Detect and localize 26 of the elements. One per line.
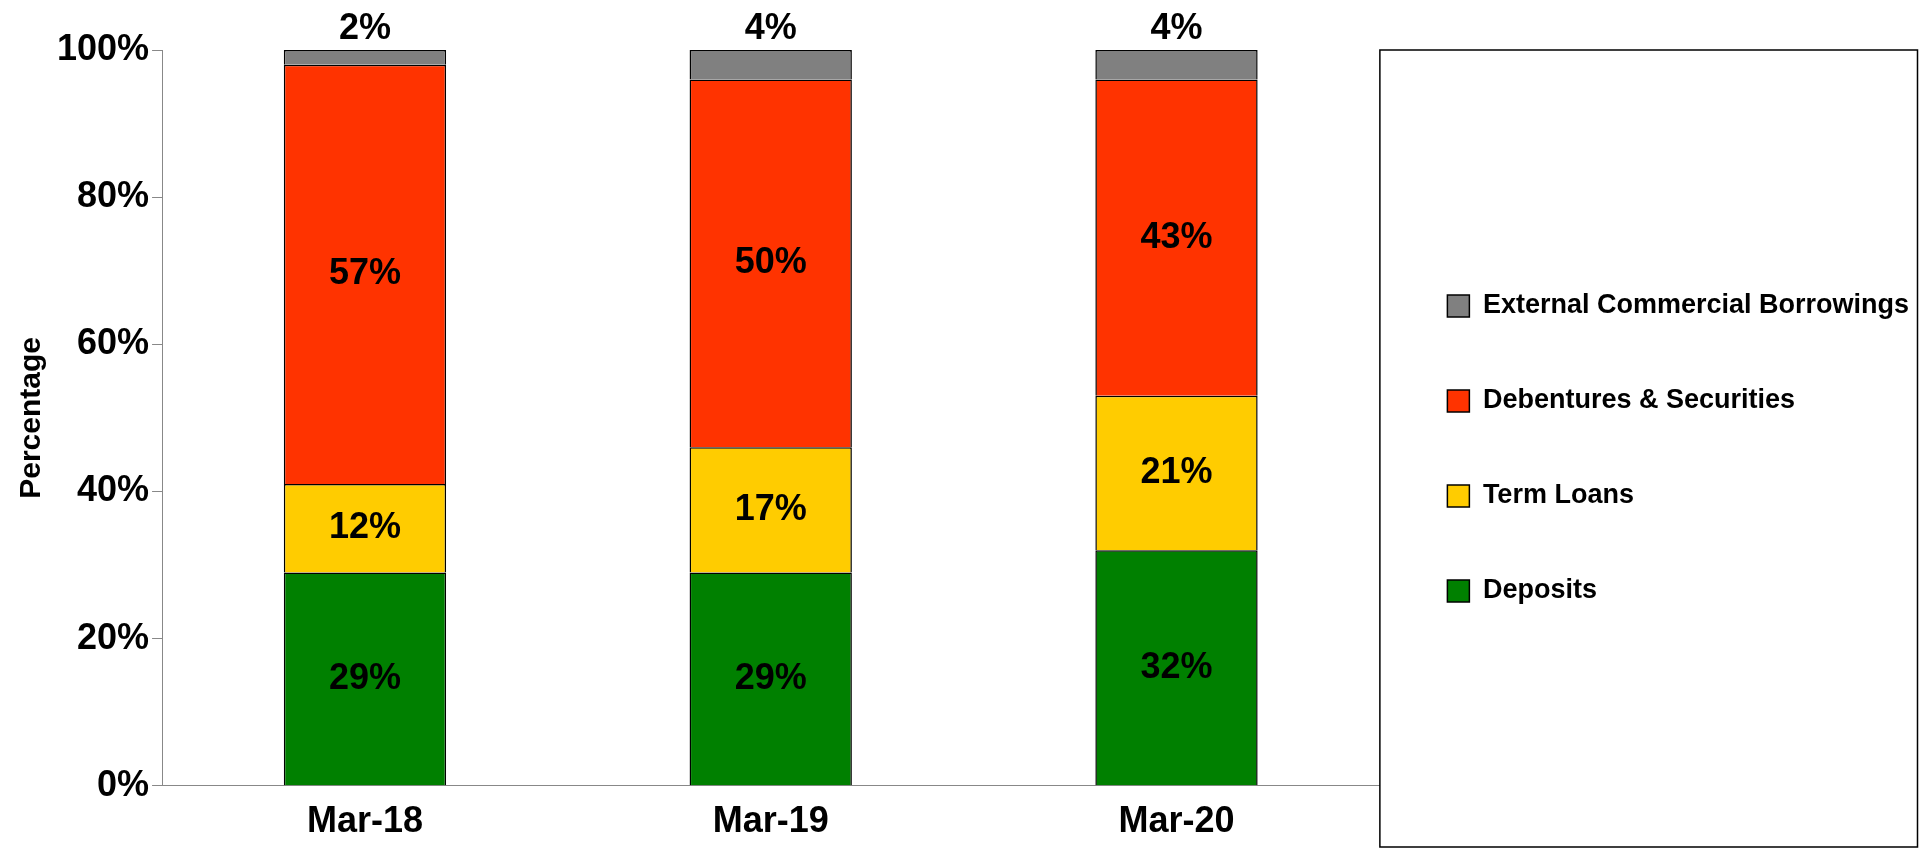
y-tick-label: 60%: [77, 321, 150, 363]
y-tick-label: 40%: [77, 468, 150, 510]
data-label: 21%: [1140, 450, 1213, 492]
y-axis-title: Percentage: [13, 337, 47, 499]
data-label: 32%: [1140, 644, 1213, 686]
data-label: 17%: [734, 486, 807, 528]
data-label: 2%: [338, 5, 391, 47]
legend-label: Debentures & Securities: [1482, 384, 1795, 415]
data-label: 50%: [734, 240, 807, 282]
x-tick-label: Mar-19: [712, 799, 829, 841]
data-label: 4%: [1150, 5, 1203, 47]
legend-label: Deposits: [1482, 574, 1597, 605]
data-label: 43%: [1140, 214, 1213, 256]
x-tick-label: Mar-18: [306, 799, 423, 841]
data-label: 57%: [328, 251, 401, 293]
data-label: 12%: [328, 505, 401, 547]
y-tick-label: 80%: [77, 174, 150, 216]
data-label: 29%: [734, 655, 807, 697]
data-label: 4%: [744, 5, 797, 47]
legend-label: External Commercial Borrowings: [1482, 289, 1909, 320]
legend-label: Term Loans: [1482, 479, 1634, 510]
y-tick-label: 100%: [57, 26, 150, 68]
y-tick-label: 0%: [97, 762, 150, 804]
data-label: 29%: [328, 655, 401, 697]
x-tick-label: Mar-20: [1118, 799, 1235, 841]
y-tick-label: 20%: [77, 615, 150, 657]
